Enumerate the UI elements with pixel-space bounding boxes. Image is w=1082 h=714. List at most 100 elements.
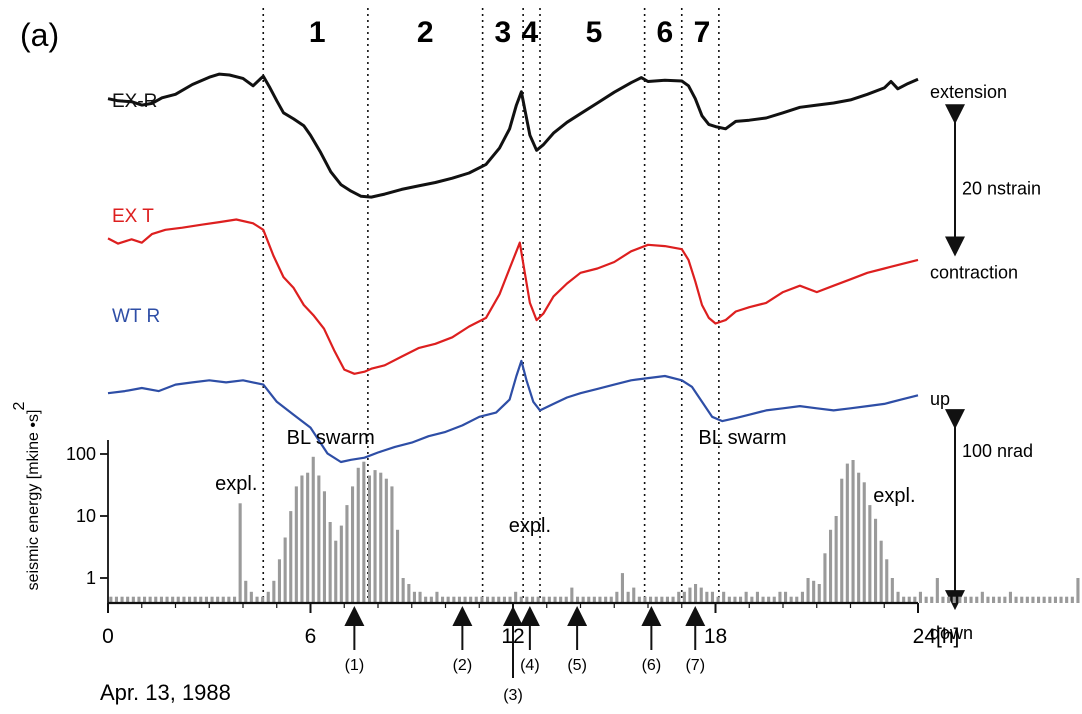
energy-bar-21 bbox=[221, 596, 225, 603]
energy-bar-55 bbox=[412, 591, 416, 603]
energy-bar-97 bbox=[649, 596, 653, 603]
event-label-7: (7) bbox=[685, 657, 705, 674]
energy-bar-7 bbox=[143, 596, 147, 603]
energy-bar-49 bbox=[379, 472, 383, 603]
energy-bar-81 bbox=[559, 596, 563, 603]
series-line-2 bbox=[107, 218, 919, 375]
energy-bar-99 bbox=[660, 596, 664, 603]
energy-bar-74 bbox=[519, 596, 523, 603]
energy-bar-145 bbox=[918, 591, 922, 603]
energy-bar-147 bbox=[930, 596, 934, 603]
energy-bar-107 bbox=[705, 591, 709, 603]
energy-bar-44 bbox=[351, 486, 355, 603]
x-tick-label-2: 6 bbox=[305, 625, 317, 648]
energy-bar-25 bbox=[244, 580, 248, 603]
event-label-3: (3) bbox=[503, 687, 523, 704]
energy-bar-149 bbox=[941, 596, 945, 603]
energy-bar-122 bbox=[789, 596, 793, 603]
energy-bar-40 bbox=[328, 522, 332, 603]
phase-label-4: 4 bbox=[522, 16, 539, 49]
energy-bar-20 bbox=[216, 596, 220, 603]
energy-bar-95 bbox=[637, 596, 641, 603]
energy-bar-131 bbox=[840, 478, 844, 603]
tilt-scale-amount: 100 nrad bbox=[962, 441, 1033, 461]
energy-bar-38 bbox=[317, 475, 321, 603]
energy-bar-71 bbox=[502, 596, 506, 603]
energy-bar-35 bbox=[300, 475, 304, 603]
energy-bar-112 bbox=[733, 596, 737, 603]
energy-bar-89 bbox=[604, 596, 608, 603]
energy-bar-93 bbox=[626, 591, 630, 603]
energy-bar-173 bbox=[1076, 578, 1080, 603]
energy-bar-153 bbox=[963, 596, 967, 603]
energy-bar-59 bbox=[435, 591, 439, 603]
energy-bar-85 bbox=[581, 596, 585, 603]
series-line-1 bbox=[107, 72, 919, 199]
energy-bar-27 bbox=[255, 596, 259, 603]
energy-bar-42 bbox=[339, 525, 343, 603]
energy-bar-165 bbox=[1031, 596, 1035, 603]
energy-bar-13 bbox=[176, 596, 180, 603]
energy-bar-162 bbox=[1014, 596, 1018, 603]
energy-bar-119 bbox=[772, 596, 776, 603]
energy-bar-118 bbox=[767, 596, 771, 603]
event-label-2: (2) bbox=[453, 657, 473, 674]
event-label-4: (4) bbox=[520, 657, 540, 674]
phase-label-6: 6 bbox=[657, 16, 674, 49]
energy-bar-151 bbox=[952, 596, 956, 603]
series-label-3: WT R bbox=[112, 306, 160, 327]
energy-bar-19 bbox=[210, 596, 214, 603]
energy-bar-94 bbox=[632, 587, 636, 603]
energy-bar-88 bbox=[598, 596, 602, 603]
energy-bar-139 bbox=[885, 559, 889, 603]
energy-bar-146 bbox=[924, 596, 928, 603]
panel-label: (a) bbox=[20, 17, 59, 53]
energy-bar-65 bbox=[469, 596, 473, 603]
energy-bar-114 bbox=[744, 591, 748, 603]
energy-bar-152 bbox=[958, 596, 962, 603]
annotation-5: expl. bbox=[873, 485, 915, 507]
energy-bar-64 bbox=[463, 596, 467, 603]
energy-bar-30 bbox=[272, 580, 276, 603]
energy-bar-24 bbox=[238, 503, 242, 603]
energy-bar-155 bbox=[975, 596, 979, 603]
annotation-4: expl. bbox=[509, 515, 551, 537]
energy-bar-22 bbox=[227, 596, 231, 603]
y-axis-label: seismic energy [mkine •s] bbox=[25, 410, 42, 591]
energy-bar-137 bbox=[874, 518, 878, 603]
seismic-energy-bars bbox=[109, 456, 1080, 603]
energy-bar-130 bbox=[834, 516, 838, 603]
energy-bar-144 bbox=[913, 596, 917, 603]
energy-bar-111 bbox=[727, 596, 731, 603]
energy-bar-1 bbox=[109, 596, 113, 603]
energy-bar-10 bbox=[159, 596, 163, 603]
energy-bar-124 bbox=[800, 591, 804, 603]
energy-bar-23 bbox=[233, 596, 237, 603]
energy-bar-103 bbox=[682, 591, 686, 603]
phase-label-5: 5 bbox=[586, 16, 603, 49]
energy-bar-31 bbox=[277, 559, 281, 603]
energy-bar-45 bbox=[356, 467, 360, 603]
tilt-scale-bottom-label: down bbox=[930, 623, 973, 643]
energy-bar-53 bbox=[401, 578, 405, 603]
annotation-2: BL swarm bbox=[698, 427, 786, 449]
energy-bar-3 bbox=[120, 596, 124, 603]
energy-bar-68 bbox=[486, 596, 490, 603]
energy-bar-57 bbox=[424, 596, 428, 603]
energy-bar-154 bbox=[969, 596, 973, 603]
energy-bar-157 bbox=[986, 596, 990, 603]
phase-label-1: 1 bbox=[309, 16, 326, 49]
energy-bar-4 bbox=[126, 596, 130, 603]
energy-bar-169 bbox=[1053, 596, 1057, 603]
energy-bar-101 bbox=[671, 596, 675, 603]
energy-bar-159 bbox=[997, 596, 1001, 603]
energy-bar-18 bbox=[204, 596, 208, 603]
energy-bar-127 bbox=[817, 584, 821, 603]
energy-bar-6 bbox=[137, 596, 141, 603]
energy-bar-75 bbox=[525, 596, 529, 603]
energy-bar-166 bbox=[1037, 596, 1041, 603]
energy-bar-9 bbox=[154, 596, 158, 603]
energy-bar-37 bbox=[311, 456, 315, 603]
